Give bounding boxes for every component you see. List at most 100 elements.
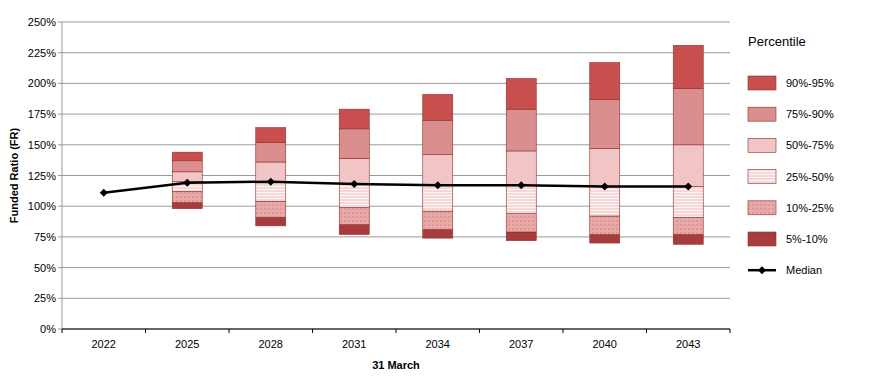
grid-line [62,206,730,207]
bar-segment [673,187,703,218]
y-tick-label: 125% [28,170,56,182]
legend-swatch [748,138,776,152]
y-tick-label: 100% [28,200,56,212]
bar-segment [172,152,202,161]
bar-segment [506,185,536,213]
median-line [104,182,689,193]
legend-label: 10%-25% [786,202,834,214]
legend-label: Median [786,264,822,276]
legend: Percentile90%-95%75%-90%50%-75%25%-50%10… [748,34,834,276]
grid-line [62,52,730,53]
y-tick-label: 75% [34,231,56,243]
y-tick [58,206,62,207]
x-tick [62,329,63,333]
legend-swatch [748,107,776,121]
x-tick-label: 2022 [92,338,116,350]
y-tick [58,144,62,145]
legend-swatch [748,76,776,90]
median-marker [684,183,692,191]
bar-segment [339,207,369,224]
median-marker [100,189,108,197]
y-tick [58,175,62,176]
y-tick-label: 150% [28,139,56,151]
bar-segment [506,232,536,241]
y-axis-title: Funded Ratio (FR) [8,128,20,224]
y-tick-label: 225% [28,47,56,59]
y-tick-label: 25% [34,292,56,304]
x-tick [563,329,564,333]
median-marker [517,181,525,189]
bar-segment [256,128,286,143]
y-tick [58,83,62,84]
grid-line [62,114,730,115]
y-tick [58,52,62,53]
x-tick-label: 2025 [175,338,199,350]
bar-segment [673,45,703,88]
bar-segment [423,120,453,154]
bar-segment [423,230,453,239]
bar-segment [590,148,620,186]
grid-line [62,22,730,23]
chart: 0% 25% 50% 75% 100% 125% 150% 175% 200% 225% 250% 2… [0,0,876,386]
y-tick [58,114,62,115]
bar-segment [506,151,536,185]
x-tick [646,329,647,333]
bar-segment [256,201,286,217]
y-tick-label: 200% [28,77,56,89]
x-tick [312,329,313,333]
bar-segment [339,225,369,235]
bar-segment [673,234,703,244]
bar-segment [590,63,620,100]
legend-swatch [748,232,776,246]
y-tick-label: 175% [28,108,56,120]
plot-area [100,45,704,244]
legend-label: 75%-90% [786,108,834,120]
x-tick-label: 2031 [342,338,366,350]
x-tick-label: 2043 [676,338,700,350]
bar-segment [172,203,202,209]
legend-swatch [748,201,776,215]
bar-segment [506,214,536,232]
median-marker [601,183,609,191]
y-tick-label: 250% [28,16,56,28]
median-marker [350,180,358,188]
bar-segment [423,94,453,120]
legend-label: 50%-75% [786,139,834,151]
legend-label: 90%-95% [786,77,834,89]
y-tick [58,22,62,23]
y-tick-label: 0% [40,323,56,335]
grid-line [62,267,730,268]
bar-segment [256,217,286,226]
bar-segment [673,217,703,234]
bar-segment [673,145,703,187]
y-axis [62,22,63,329]
x-tick [145,329,146,333]
x-tick [229,329,230,333]
grid-line [62,83,730,84]
median-marker [183,179,191,187]
bar-segment [506,78,536,109]
bar-segment [423,155,453,186]
legend-swatch [748,170,776,184]
x-tick-label: 2028 [259,338,283,350]
x-tick [479,329,480,333]
y-tick-label: 50% [34,262,56,274]
y-tick [58,298,62,299]
bar-segment [590,99,620,148]
bar-segment [590,187,620,216]
bar-segment [673,88,703,144]
y-tick [58,329,62,330]
y-tick [58,267,62,268]
legend-marker [758,266,766,274]
bar-segment [172,161,202,172]
x-tick-label: 2040 [593,338,617,350]
bar-segment [339,129,369,158]
bar-segment [339,109,369,129]
grid-line [62,144,730,145]
x-tick [730,329,731,333]
bar-segment [423,211,453,229]
x-tick-label: 2034 [426,338,450,350]
grid-line [62,175,730,176]
x-tick-label: 2037 [509,338,533,350]
legend-title: Percentile [748,34,806,49]
